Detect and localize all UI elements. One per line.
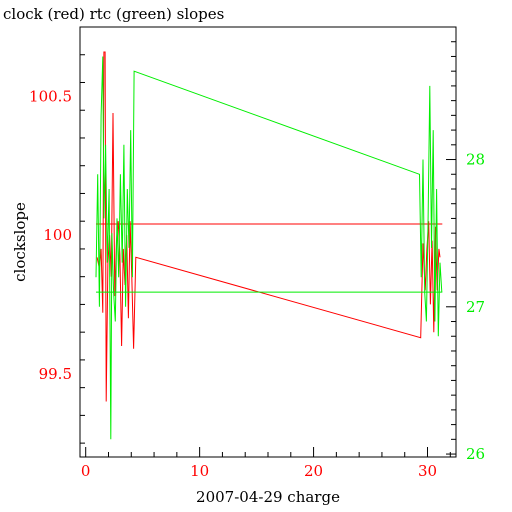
plot-frame [79, 26, 457, 458]
y2-tick-label: 26 [466, 445, 485, 463]
x-tick-label: 10 [190, 462, 209, 480]
x-tick-label: 20 [304, 462, 323, 480]
y-axis-label: clockslope [11, 202, 29, 282]
clock-slope-line-0 [96, 51, 441, 402]
y2-axis: 26 27 28 [446, 26, 485, 463]
y2-tick-label: 28 [466, 151, 485, 169]
y-tick-label: 100 [43, 226, 72, 244]
x-axis-label: 2007-04-29 charge [196, 488, 340, 506]
x-tick-label: 30 [418, 462, 437, 480]
y-axis: 99.5 100 100.5 [29, 26, 85, 444]
y-tick-label: 100.5 [29, 87, 72, 105]
series-layer [95, 51, 443, 440]
rtc-slope-line-2 [95, 56, 443, 440]
chart-title: clock (red) rtc (green) slopes [3, 5, 224, 23]
y-tick-label: 99.5 [39, 365, 72, 383]
y2-tick-label: 27 [466, 298, 485, 316]
x-tick-label: 0 [81, 462, 91, 480]
x-axis: 0 10 20 30 [81, 447, 451, 480]
